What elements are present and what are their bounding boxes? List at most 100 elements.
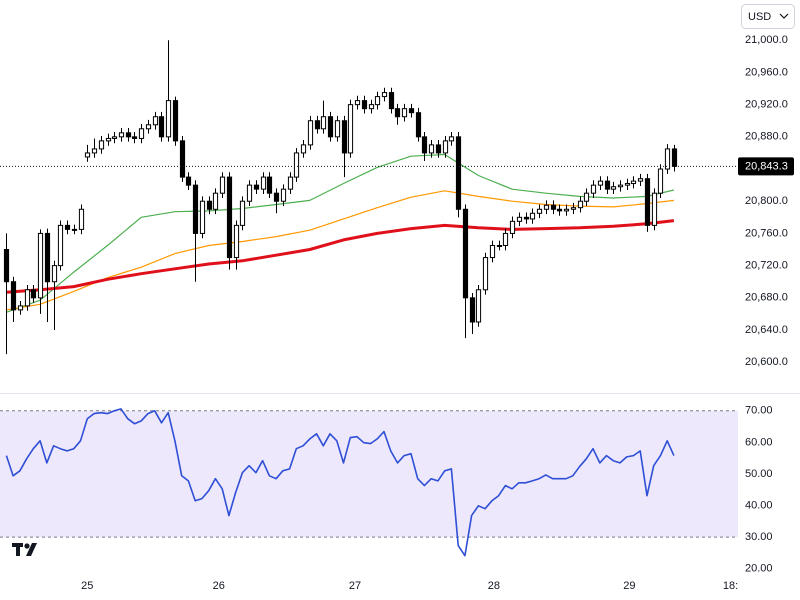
candle-body (158, 116, 165, 138)
currency-button[interactable]: USD (741, 4, 795, 29)
candle (374, 91, 381, 110)
candle-body (111, 136, 118, 139)
candle (354, 95, 361, 110)
candle (212, 188, 219, 215)
candle (78, 204, 85, 235)
moving-averages (6, 153, 675, 313)
candle (199, 196, 206, 239)
currency-box[interactable] (741, 4, 795, 29)
candle (138, 123, 145, 144)
candle (57, 220, 64, 271)
rsi-line (5, 408, 675, 557)
candle-body (442, 140, 449, 154)
currency-label[interactable]: USD (748, 11, 771, 23)
candle-body (368, 104, 375, 110)
candle-body (381, 92, 388, 98)
candle-body (428, 144, 435, 154)
current-price-tag (738, 157, 794, 176)
candle-body (644, 178, 651, 226)
candle (570, 202, 577, 215)
candle-body (64, 224, 71, 230)
current-price-label: 20,843.3 (745, 160, 788, 172)
tradingview-logo (12, 543, 37, 556)
candle-body (334, 120, 341, 138)
candle-body (550, 204, 557, 210)
candle (657, 164, 664, 199)
candle-body (17, 305, 24, 311)
candle (172, 96, 179, 146)
candle (624, 178, 631, 190)
candle-body (408, 108, 415, 114)
candle (165, 40, 172, 142)
x-tick-label: 28 (488, 580, 500, 592)
candle (617, 180, 624, 192)
candle (145, 119, 152, 134)
candle-body (341, 120, 348, 154)
candle-body (482, 257, 489, 291)
candle-body (44, 232, 51, 283)
candle (671, 144, 678, 172)
candle (435, 140, 442, 158)
candle (509, 216, 516, 239)
candle-body (489, 245, 496, 259)
y-tick-label: 20,600.0 (745, 356, 788, 368)
candle (583, 188, 590, 207)
candle (543, 200, 550, 215)
candle (125, 127, 132, 142)
candle-body (624, 183, 631, 186)
candle (273, 188, 280, 214)
y-tick-label: 20,720.0 (745, 260, 788, 272)
candle-body (657, 168, 664, 194)
candle (550, 200, 557, 215)
candle-body (523, 216, 530, 220)
candle-body (320, 116, 327, 130)
candle (421, 132, 428, 161)
candle-body (590, 184, 597, 194)
y-tick-label: 20.00 (745, 563, 773, 575)
y-tick-label: 20,680.0 (745, 292, 788, 304)
rsi-band (0, 410, 738, 538)
candle (3, 233, 10, 355)
candle-body (556, 208, 563, 212)
y-tick-label: 60.00 (745, 436, 773, 448)
candle (368, 99, 375, 114)
candle-body (448, 136, 455, 142)
candle (266, 172, 273, 199)
candle-body (502, 232, 509, 247)
candle (253, 180, 260, 194)
candle (71, 224, 78, 235)
candle (307, 115, 314, 150)
candle (556, 204, 563, 216)
candle-body (388, 92, 395, 110)
candle (30, 284, 37, 303)
candle (341, 115, 348, 178)
y-tick-label: 50.00 (745, 468, 773, 480)
candle (327, 111, 334, 142)
y-tick-label: 21,000.0 (745, 34, 788, 46)
candle (361, 95, 368, 114)
candle-body (206, 200, 213, 210)
candle-body (610, 186, 617, 190)
candle-body (78, 208, 85, 230)
candle (314, 115, 321, 134)
candle-body (253, 184, 260, 190)
candle (64, 220, 71, 235)
candle (637, 173, 644, 186)
dropdown-arrow[interactable] (779, 13, 789, 19)
candle (152, 111, 159, 130)
candle-body (145, 124, 152, 130)
candle-body (71, 228, 78, 231)
candle-body (354, 100, 361, 106)
candle (239, 196, 246, 231)
y-tick-label: 20,800.0 (745, 195, 788, 207)
candle (111, 132, 118, 144)
candle-body (10, 281, 17, 311)
candle-body (98, 140, 105, 150)
candle-body (212, 192, 219, 210)
candle-body (192, 184, 199, 234)
candle-body (604, 180, 611, 190)
candle-body (280, 188, 287, 202)
candle-body (374, 96, 381, 106)
candle-body (469, 297, 476, 323)
